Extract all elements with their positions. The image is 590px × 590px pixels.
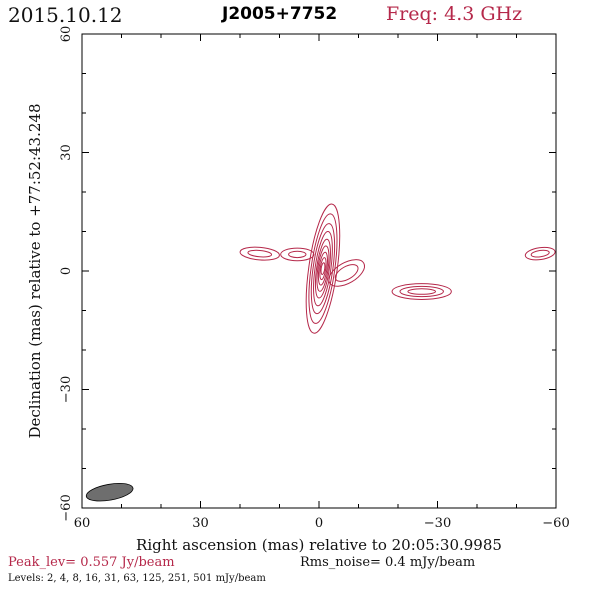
y-tick-label: 0 xyxy=(59,267,74,275)
contour-ring-3 xyxy=(407,288,437,295)
contour-component-jet-knot-1 xyxy=(391,283,452,300)
x-tick-label: 0 xyxy=(315,516,323,531)
beam-group xyxy=(85,482,134,502)
contour-component-east-mid-blob xyxy=(280,247,315,262)
contour-group xyxy=(239,203,556,334)
contour-component-west-plateau xyxy=(328,259,366,287)
observation-date: 2015.10.12 xyxy=(8,3,123,27)
contour-ring-2 xyxy=(288,250,307,259)
contour-ring-8 xyxy=(319,257,327,281)
contour-ring-1 xyxy=(305,203,341,334)
contour-ring-3 xyxy=(310,223,336,315)
contour-ring-9 xyxy=(320,262,326,276)
x-tick-label: −60 xyxy=(542,516,569,531)
x-tick-label: 30 xyxy=(192,516,209,531)
contour-ring-1 xyxy=(391,283,452,300)
y-tick-label: 60 xyxy=(59,26,74,43)
observing-frequency: Freq: 4.3 GHz xyxy=(386,3,523,25)
source-name: J2005+7752 xyxy=(222,4,338,24)
y-tick-label: 30 xyxy=(59,144,74,161)
y-tick-label: −30 xyxy=(59,376,74,403)
x-tick-label: −30 xyxy=(424,516,451,531)
x-tick-label: 60 xyxy=(74,516,91,531)
peak-level: Peak_lev= 0.557 Jy/beam xyxy=(8,555,175,570)
y-axis-label: Declination (mas) relative to +77:52:43.… xyxy=(26,103,44,438)
contour-component-jet-knot-2 xyxy=(524,246,556,261)
contour-ring-1 xyxy=(239,246,280,261)
contour-ring-7 xyxy=(317,251,328,286)
contour-ring-6 xyxy=(316,245,330,292)
contour-ring-2 xyxy=(334,264,359,282)
contour-component-core xyxy=(305,203,341,334)
contour-ring-2 xyxy=(399,285,444,298)
x-axis-label: Right ascension (mas) relative to 20:05:… xyxy=(136,536,502,554)
contour-ring-2 xyxy=(530,249,550,258)
contour-levels: Levels: 2, 4, 8, 16, 31, 63, 125, 251, 5… xyxy=(8,573,266,584)
beam-ellipse xyxy=(85,482,134,502)
contour-ring-1 xyxy=(280,247,315,262)
contour-ring-2 xyxy=(247,249,273,258)
rms-noise: Rms_noise= 0.4 mJy/beam xyxy=(300,555,476,570)
contour-ring-1 xyxy=(524,246,556,261)
contour-ring-4 xyxy=(313,230,333,307)
y-tick-label: −60 xyxy=(59,494,74,521)
contour-ring-1 xyxy=(328,259,366,287)
contour-ring-5 xyxy=(314,238,331,299)
contour-ring-2 xyxy=(308,213,338,324)
contour-component-east-extension xyxy=(239,246,280,261)
axis-ticks xyxy=(81,33,557,509)
axis-tick-labels: 60 30 0 −30 −60 −60 −30 0 30 60 xyxy=(59,26,570,531)
